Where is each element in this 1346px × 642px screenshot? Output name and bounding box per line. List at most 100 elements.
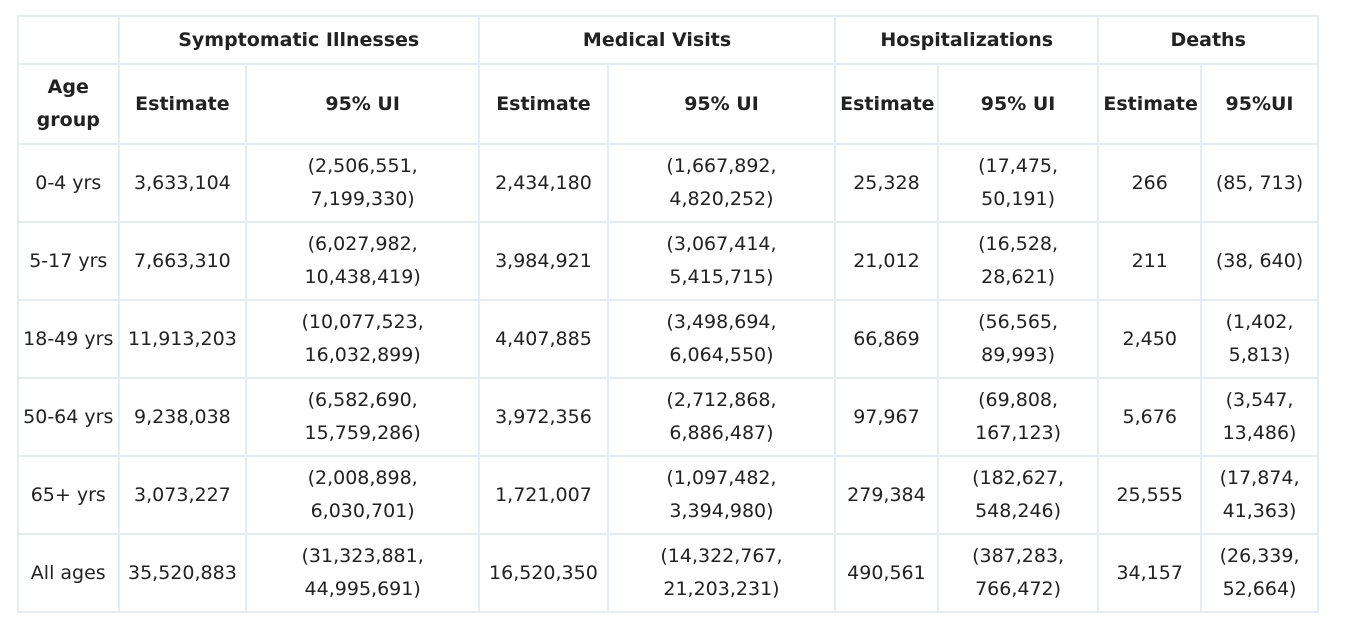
hospital-ui-cell: (69,808, 167,123) <box>936 377 1100 457</box>
symptomatic-ui-cell-line2: 16,032,899) <box>304 344 421 366</box>
symptomatic-ui-cell-line1: (31,323,881, <box>301 545 424 567</box>
medical-ui-cell-line2: 6,886,487) <box>669 422 774 444</box>
age-cell: 0-4 yrs <box>17 143 120 223</box>
deaths-ui-cell: (17,874, 41,363) <box>1200 455 1319 535</box>
table-row: 65+ yrs 3,073,227 (2,008,898, 6,030,701) 1,7… <box>17 455 1319 535</box>
deaths-estimate-cell: 34,157 <box>1097 533 1203 613</box>
symptomatic-ui-cell: (2,506,551, 7,199,330) <box>245 143 480 223</box>
deaths-ui-cell: (38, 640) <box>1200 221 1319 301</box>
medical-ui-cell-line1: (14,322,767, <box>660 545 783 567</box>
hospital-ui-cell-line1: (69,808, <box>978 389 1059 411</box>
deaths-estimate-cell: 211 <box>1097 221 1203 301</box>
deaths-ui-cell-line1: (26,339, <box>1219 545 1300 567</box>
hospital-estimate-cell: 25,328 <box>834 143 939 223</box>
symptomatic-estimate-cell: 11,913,203 <box>117 299 248 379</box>
medical-ui-cell: (3,067,414, 5,415,715) <box>606 221 837 301</box>
age-group-header: Age group <box>17 63 120 145</box>
deaths-estimate-cell: 2,450 <box>1097 299 1203 379</box>
symptomatic-ui-cell-line2: 44,995,691) <box>304 578 421 600</box>
deaths-ui-cell-line1: (3,547, <box>1225 389 1294 411</box>
symptomatic-ui-cell: (31,323,881, 44,995,691) <box>245 533 480 613</box>
empty-corner-cell <box>17 15 120 65</box>
group-header-hospitalizations: Hospitalizations <box>834 15 1100 65</box>
medical-estimate-cell: 2,434,180 <box>477 143 609 223</box>
group-header-row: Symptomatic Illnesses Medical Visits Hos… <box>17 15 1319 65</box>
symptomatic-ui-cell-line2: 10,438,419) <box>304 266 421 288</box>
hospital-estimate-cell: 490,561 <box>834 533 939 613</box>
hospital-ui-header: 95% UI <box>936 63 1100 145</box>
hospital-ui-cell-line1: (56,565, <box>978 311 1059 333</box>
deaths-estimate-cell: 5,676 <box>1097 377 1203 457</box>
symptomatic-ui-cell: (6,027,982, 10,438,419) <box>245 221 480 301</box>
hospital-estimate-cell: 279,384 <box>834 455 939 535</box>
age-cell: All ages <box>17 533 120 613</box>
deaths-ui-cell: (1,402, 5,813) <box>1200 299 1319 379</box>
symptomatic-ui-cell-line2: 6,030,701) <box>310 500 415 522</box>
symptomatic-estimate-cell: 3,633,104 <box>117 143 248 223</box>
medical-estimate-cell: 16,520,350 <box>477 533 609 613</box>
symptomatic-ui-cell: (2,008,898, 6,030,701) <box>245 455 480 535</box>
medical-ui-cell: (1,097,482, 3,394,980) <box>606 455 837 535</box>
symptomatic-ui-cell-line1: (6,582,690, <box>307 389 418 411</box>
medical-ui-cell: (3,498,694, 6,064,550) <box>606 299 837 379</box>
medical-ui-cell-line2: 5,415,715) <box>669 266 774 288</box>
table-row: 5-17 yrs 7,663,310 (6,027,982, 10,438,419) 3… <box>17 221 1319 301</box>
hospital-estimate-cell: 97,967 <box>834 377 939 457</box>
medical-ui-cell-line1: (3,498,694, <box>666 311 777 333</box>
medical-ui-cell-line2: 21,203,231) <box>663 578 780 600</box>
hospital-ui-cell-line2: 50,191) <box>981 188 1056 210</box>
hospital-ui-cell-line2: 766,472) <box>975 578 1062 600</box>
medical-ui-cell-line2: 4,820,252) <box>669 188 774 210</box>
deaths-ui-cell: (85, 713) <box>1200 143 1319 223</box>
deaths-estimate-header: Estimate <box>1097 63 1203 145</box>
deaths-ui-header: 95%UI <box>1200 63 1319 145</box>
symptomatic-ui-cell-line1: (10,077,523, <box>301 311 424 333</box>
hospital-estimate-header: Estimate <box>834 63 939 145</box>
deaths-ui-cell-line1: (38, 640) <box>1215 249 1304 272</box>
hospital-estimate-cell: 66,869 <box>834 299 939 379</box>
symptomatic-estimate-cell: 7,663,310 <box>117 221 248 301</box>
age-cell: 18-49 yrs <box>17 299 120 379</box>
deaths-ui-cell-line1: (85, 713) <box>1215 171 1304 194</box>
table-body: 0-4 yrs 3,633,104 (2,506,551, 7,199,330) 2,4… <box>17 143 1319 613</box>
age-cell: 5-17 yrs <box>17 221 120 301</box>
medical-estimate-cell: 3,972,356 <box>477 377 609 457</box>
symptomatic-ui-cell-line2: 15,759,286) <box>304 422 421 444</box>
age-group-header-line2: group <box>36 109 100 131</box>
age-cell: 50-64 yrs <box>17 377 120 457</box>
deaths-estimate-cell: 266 <box>1097 143 1203 223</box>
medical-estimate-header: Estimate <box>477 63 609 145</box>
deaths-estimate-cell: 25,555 <box>1097 455 1203 535</box>
hospital-ui-cell-line1: (17,475, <box>978 155 1059 177</box>
group-header-medical-visits: Medical Visits <box>477 15 837 65</box>
hospital-ui-cell: (16,528, 28,621) <box>936 221 1100 301</box>
medical-ui-cell-line1: (1,097,482, <box>666 467 777 489</box>
age-cell: 65+ yrs <box>17 455 120 535</box>
hospital-ui-cell: (56,565, 89,993) <box>936 299 1100 379</box>
symptomatic-ui-header: 95% UI <box>245 63 480 145</box>
medical-ui-cell-line1: (1,667,892, <box>666 155 777 177</box>
medical-ui-cell: (1,667,892, 4,820,252) <box>606 143 837 223</box>
symptomatic-estimate-cell: 35,520,883 <box>117 533 248 613</box>
sub-header-row: Age group Estimate 95% UI Estimate 95% U… <box>17 63 1319 145</box>
table-row: All ages 35,520,883 (31,323,881, 44,995,691… <box>17 533 1319 613</box>
medical-estimate-cell: 3,984,921 <box>477 221 609 301</box>
hospital-ui-cell-line2: 548,246) <box>975 500 1062 522</box>
deaths-ui-cell: (3,547, 13,486) <box>1200 377 1319 457</box>
medical-ui-cell-line1: (3,067,414, <box>666 233 777 255</box>
symptomatic-ui-cell-line2: 7,199,330) <box>310 188 415 210</box>
hospital-ui-cell-line1: (182,627, <box>972 467 1065 489</box>
hospital-ui-cell-line2: 167,123) <box>975 422 1062 444</box>
hospital-ui-cell: (182,627, 548,246) <box>936 455 1100 535</box>
hospital-estimate-cell: 21,012 <box>834 221 939 301</box>
hospital-ui-cell: (17,475, 50,191) <box>936 143 1100 223</box>
symptomatic-estimate-cell: 9,238,038 <box>117 377 248 457</box>
symptomatic-estimate-header: Estimate <box>117 63 248 145</box>
medical-estimate-cell: 4,407,885 <box>477 299 609 379</box>
symptomatic-estimate-cell: 3,073,227 <box>117 455 248 535</box>
deaths-ui-cell-line2: 52,664) <box>1222 578 1297 600</box>
deaths-ui-cell-line1: (1,402, <box>1225 311 1294 333</box>
hospital-ui-cell-line1: (16,528, <box>978 233 1059 255</box>
hospital-ui-cell: (387,283, 766,472) <box>936 533 1100 613</box>
table-row: 50-64 yrs 9,238,038 (6,582,690, 15,759,286)… <box>17 377 1319 457</box>
